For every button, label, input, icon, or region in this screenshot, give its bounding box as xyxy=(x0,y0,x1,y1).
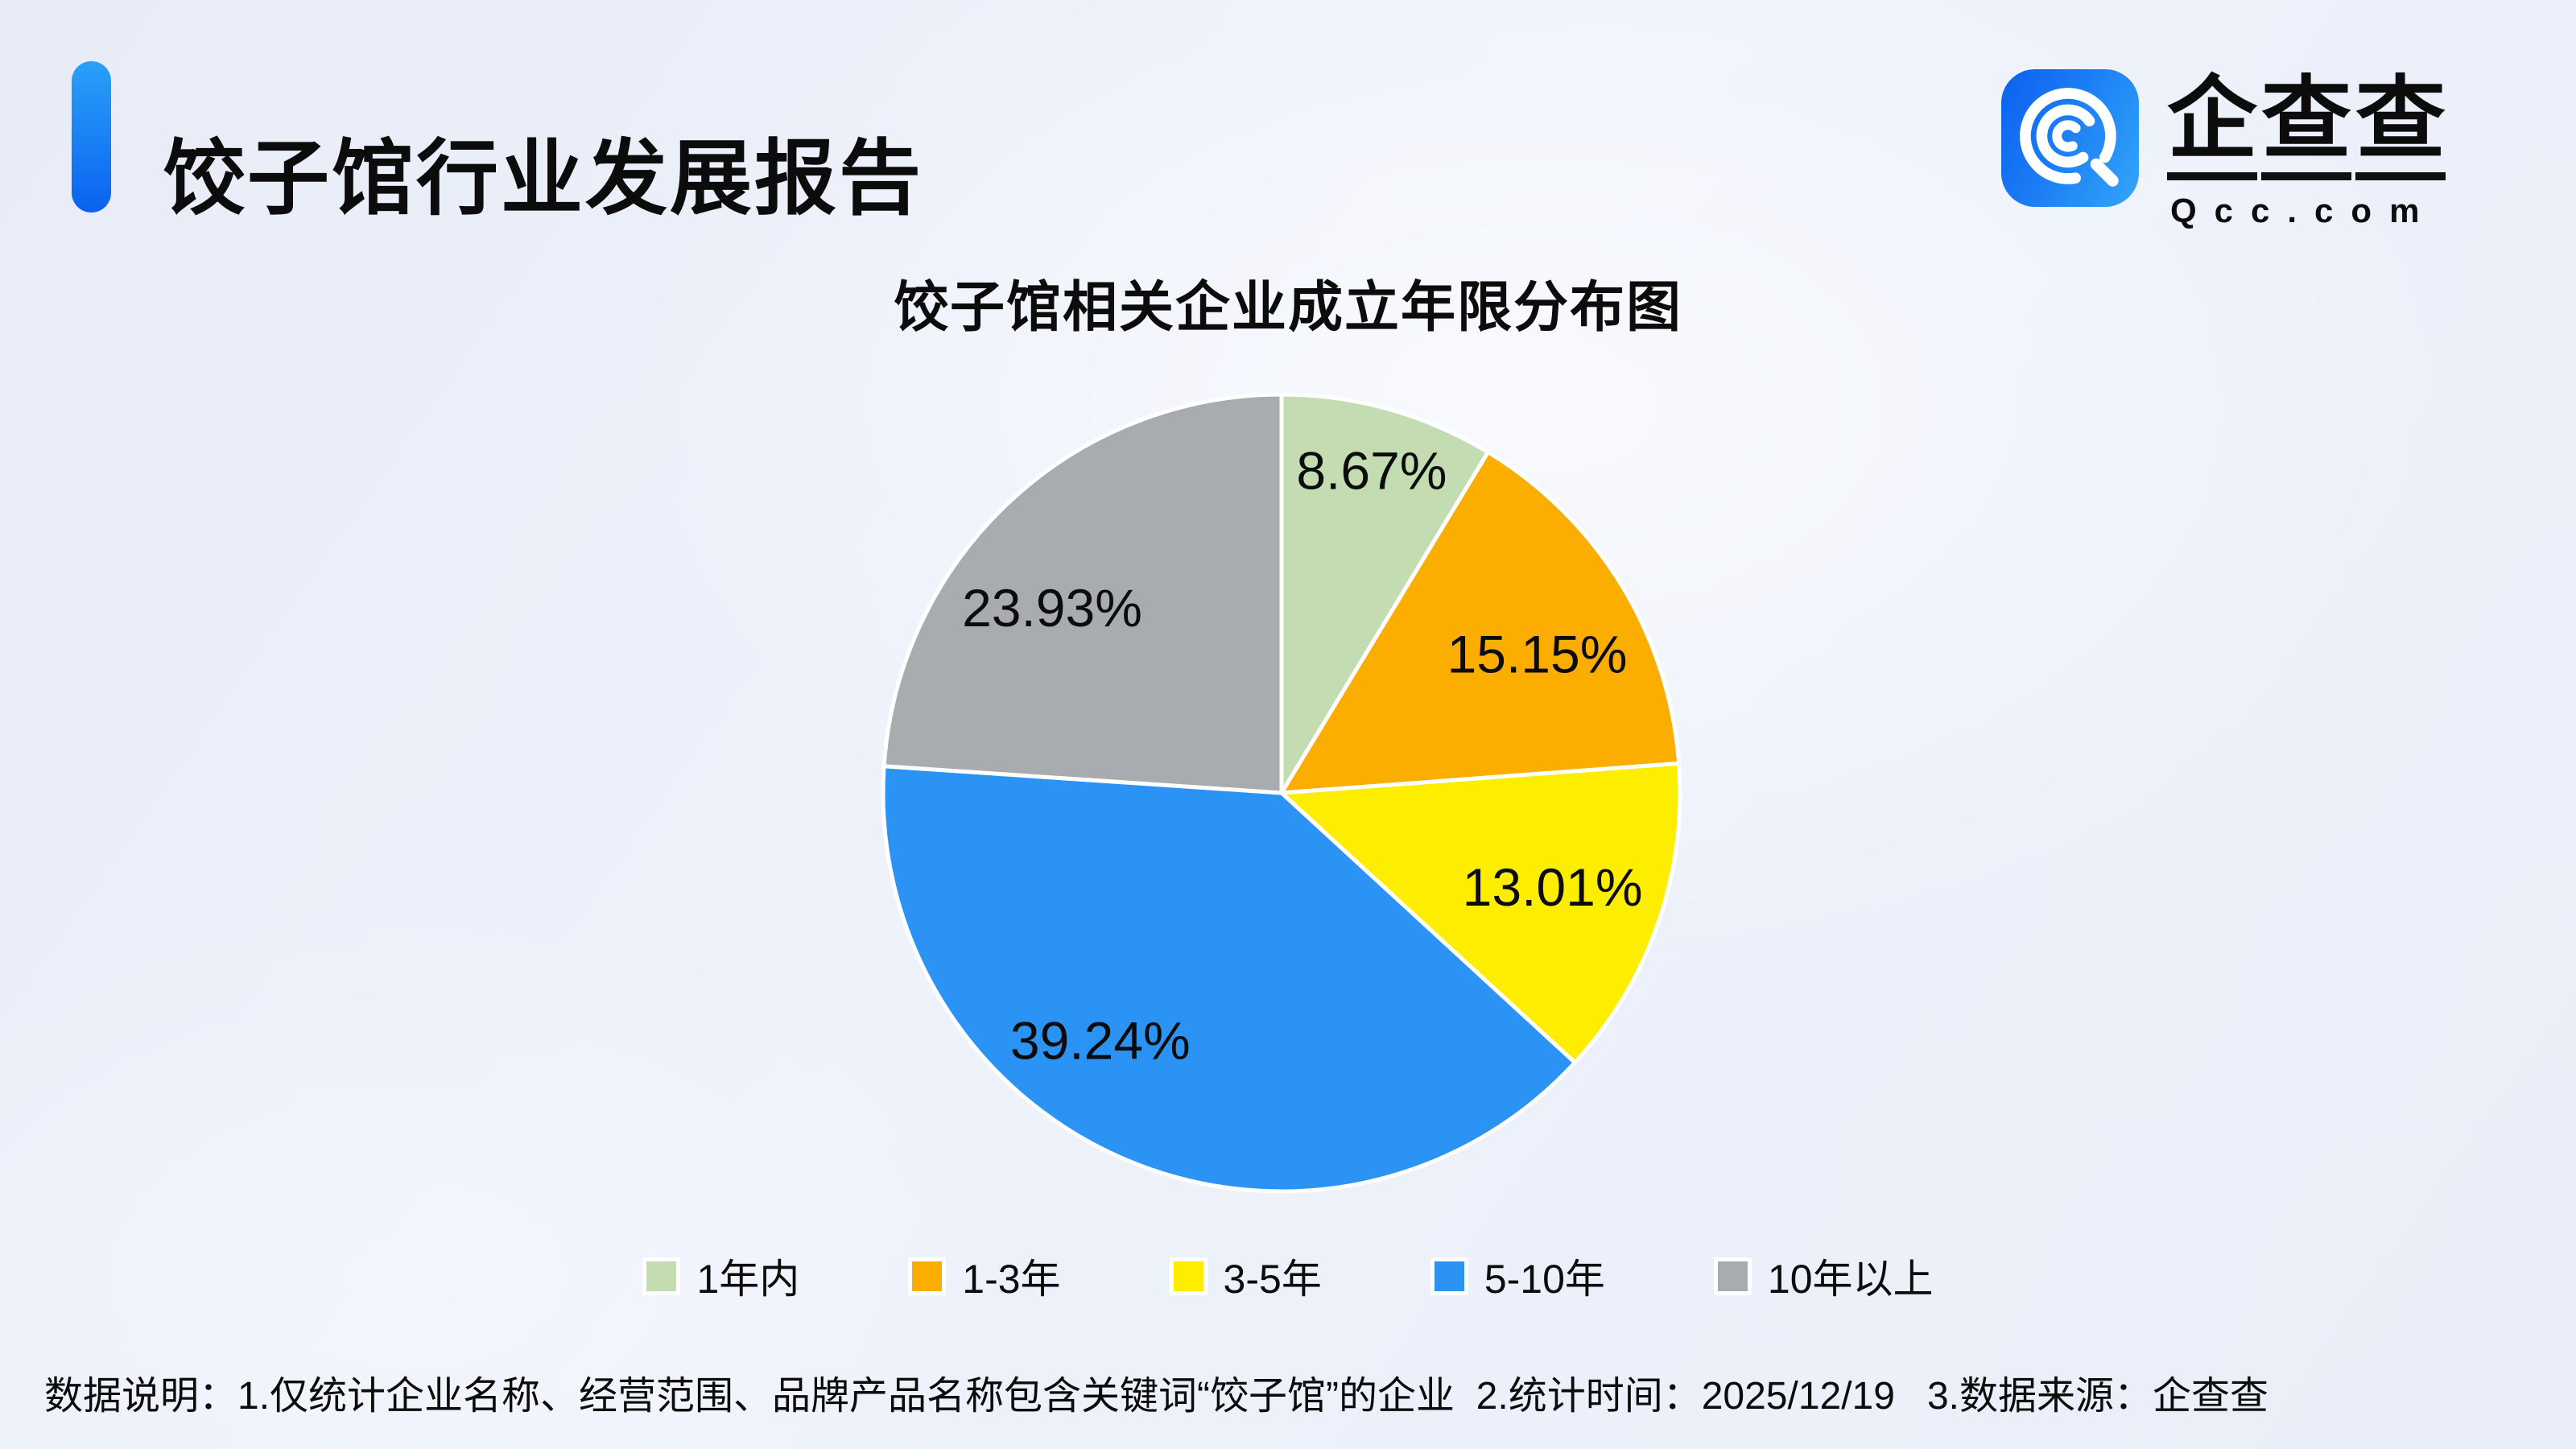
legend-item-1年内[interactable]: 1年内 xyxy=(642,1247,799,1305)
legend-label-3-5年: 3-5年 xyxy=(1223,1257,1322,1302)
qcc-logo-icon xyxy=(2001,69,2139,207)
legend-swatch-10年以上 xyxy=(1713,1257,1752,1295)
brand-char: 查 xyxy=(2355,74,2446,180)
legend-label-1年内: 1年内 xyxy=(696,1257,800,1302)
page-title: 饺子馆行业发展报告 xyxy=(163,133,923,225)
pie-label-1年内: 8.67% xyxy=(1296,441,1447,501)
pie-label-1-3年: 15.15% xyxy=(1447,625,1628,684)
pie-slice-1-3年[interactable] xyxy=(1279,450,1682,795)
pie-chart: 8.67% 15.15% 13.01% 39.24% 23.93% xyxy=(881,392,1682,1194)
pie-slice-10年以上[interactable] xyxy=(881,392,1284,795)
pie-label-10年以上: 23.93% xyxy=(962,578,1142,638)
pie-label-5-10年: 39.24% xyxy=(1010,1011,1191,1071)
legend-label-5-10年: 5-10年 xyxy=(1484,1257,1605,1302)
chart-title: 饺子馆相关企业成立年限分布图 xyxy=(893,277,1682,338)
pie-label-3-5年: 13.01% xyxy=(1463,857,1643,917)
legend-item-3-5年[interactable]: 3-5年 xyxy=(1169,1247,1322,1305)
qcc-magnifier-q-icon xyxy=(2020,88,2119,187)
pie-slice-1年内[interactable] xyxy=(1279,392,1491,795)
legend-swatch-1-3年 xyxy=(908,1257,947,1295)
title-accent-bar xyxy=(72,61,111,213)
brand-char: 企 xyxy=(2167,74,2257,180)
legend-swatch-1年内 xyxy=(642,1257,681,1295)
legend-label-10年以上: 10年以上 xyxy=(1767,1257,1934,1302)
chart-legend: 1年内 1-3年 3-5年 5-10年 10年以上 xyxy=(0,1248,2576,1304)
legend-label-1-3年: 1-3年 xyxy=(962,1257,1061,1302)
legend-item-5-10年[interactable]: 5-10年 xyxy=(1430,1247,1605,1305)
pie-slice-5-10年[interactable] xyxy=(881,764,1577,1194)
brand-wordmark: 企查查 xyxy=(2167,74,2450,180)
pie-slice-3-5年[interactable] xyxy=(1279,761,1682,1065)
legend-item-10年以上[interactable]: 10年以上 xyxy=(1713,1247,1934,1305)
legend-swatch-3-5年 xyxy=(1169,1257,1208,1295)
qcc-logo[interactable]: 企查查 Qcc.com xyxy=(2001,69,2452,229)
brand-char: 查 xyxy=(2261,74,2351,180)
footer-data-note: 数据说明：1.仅统计企业名称、经营范围、品牌产品名称包含关键词“饺子馆”的企业 … xyxy=(44,1375,2268,1418)
legend-swatch-5-10年 xyxy=(1430,1257,1468,1295)
brand-domain: Qcc.com xyxy=(2170,192,2438,229)
legend-item-1-3年[interactable]: 1-3年 xyxy=(908,1247,1061,1305)
